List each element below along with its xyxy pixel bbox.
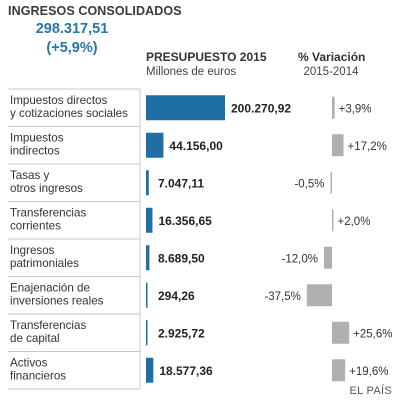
- category-label-line: Transferencias: [10, 319, 86, 332]
- category-label-line: otros ingresos: [10, 182, 83, 195]
- variation-value-label: +17,2%: [348, 141, 387, 153]
- variation-bar: [306, 284, 332, 307]
- variation-bar: [332, 209, 334, 232]
- budget-units-label: Millones de euros: [146, 66, 237, 78]
- budget-bar: [146, 357, 154, 383]
- category-label-line: Ingresos: [10, 244, 55, 257]
- budget-value-label: 18.577,36: [159, 364, 213, 378]
- budget-bar: [146, 95, 225, 121]
- variation-bar: [323, 246, 332, 269]
- variation-value-label: +25,6%: [353, 328, 392, 340]
- category-label-line: Impuestos: [10, 132, 64, 145]
- budget-value-label: 8.689,50: [158, 251, 205, 265]
- category-label-line: patrimoniales: [10, 257, 79, 270]
- variation-bar: [332, 359, 346, 382]
- category-label: Tasas y otros ingresos: [10, 169, 83, 195]
- budget-bar: [146, 207, 153, 233]
- category-label: Transferencias corrientes: [10, 207, 86, 233]
- budget-value-label: 7.047,11: [158, 176, 204, 190]
- category-label: Transferencias de capital: [10, 319, 86, 345]
- category-label-line: indirectos: [10, 145, 60, 158]
- variation-value-label: +19,6%: [349, 366, 388, 378]
- variation-column-header: % Variación: [298, 50, 366, 64]
- budget-bar: [146, 132, 164, 158]
- variation-bar: [330, 171, 332, 194]
- category-label: Activos financieros: [10, 357, 66, 383]
- source-credit: EL PAÍS: [349, 385, 392, 397]
- category-label-line: inversiones reales: [10, 295, 104, 308]
- category-label-line: de capital: [10, 332, 60, 345]
- variation-bar: [332, 134, 344, 157]
- budget-value-label: 44.156,00: [169, 139, 223, 153]
- budget-column-header: PRESUPUESTO 2015: [146, 50, 267, 64]
- budget-value-label: 294,26: [158, 289, 195, 303]
- variation-bar: [332, 321, 350, 344]
- category-label-line: Impuestos directos: [10, 94, 108, 107]
- category-label-line: Activos: [10, 357, 48, 370]
- category-label-line: Enajenación de: [10, 282, 90, 295]
- category-label-line: Transferencias: [10, 207, 86, 220]
- budget-value-label: 16.356,65: [158, 214, 212, 228]
- variation-period-label: 2015-2014: [303, 66, 359, 78]
- total-value: 298.317,51: [35, 21, 109, 37]
- total-change: (+5,9%): [46, 40, 98, 56]
- category-label: Enajenación de inversiones reales: [10, 282, 104, 308]
- category-label-line: corrientes: [10, 220, 61, 233]
- budget-bar: [146, 245, 150, 271]
- budget-bar: [146, 170, 149, 196]
- budget-value-label: 2.925,72: [158, 326, 205, 340]
- category-label-line: y cotizaciones sociales: [10, 107, 128, 120]
- category-label: Ingresos patrimoniales: [10, 244, 79, 270]
- variation-value-label: +3,9%: [339, 103, 372, 115]
- variation-value-label: -12,0%: [282, 253, 318, 265]
- chart-title: INGRESOS CONSOLIDADOS: [8, 4, 182, 18]
- budget-bar: [146, 320, 148, 346]
- variation-value-label: +2,0%: [338, 216, 371, 228]
- variation-bar: [332, 96, 335, 119]
- variation-value-label: -0,5%: [294, 178, 324, 190]
- category-label: Impuestos indirectos: [10, 132, 64, 158]
- category-label: Impuestos directos y cotizaciones sociale…: [10, 94, 128, 120]
- budget-value-label: 200.270,92: [231, 101, 291, 115]
- budget-bar: [146, 282, 148, 308]
- category-label-line: financieros: [10, 370, 66, 383]
- variation-value-label: -37,5%: [264, 291, 300, 303]
- category-label-line: Tasas y: [10, 169, 50, 182]
